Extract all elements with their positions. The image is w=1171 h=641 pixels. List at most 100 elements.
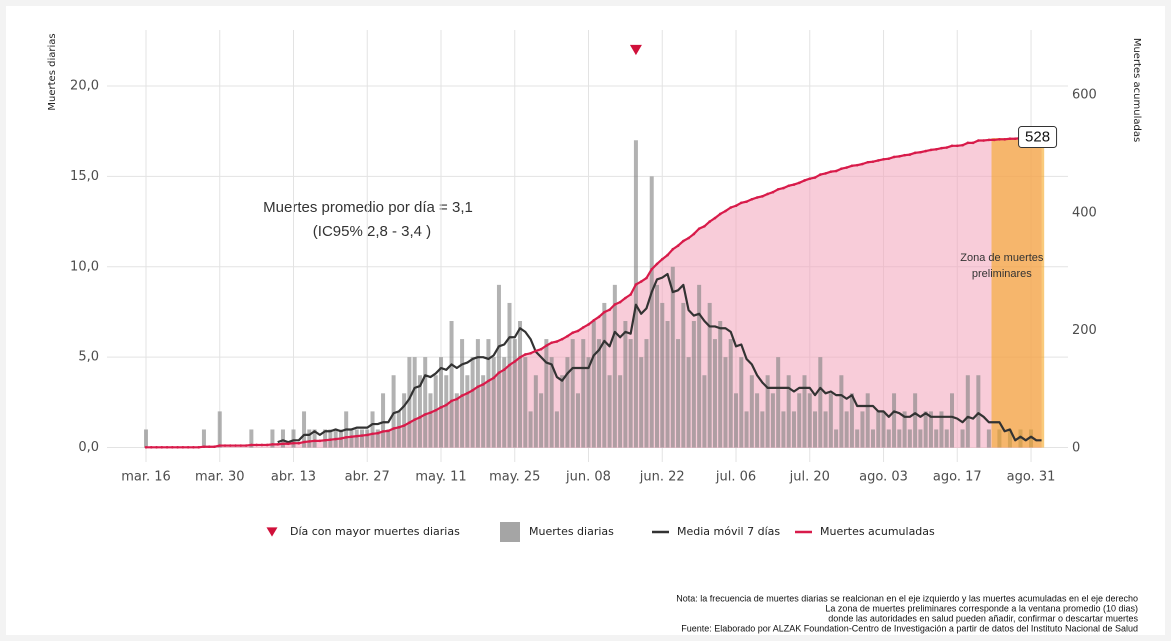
point (260, 443, 264, 447)
point (497, 371, 501, 374)
point (476, 385, 480, 389)
x-tick-label: jun. 22 (639, 470, 685, 485)
x-tick-label: ago. 17 (933, 470, 982, 485)
point (387, 429, 390, 433)
bar (612, 284, 617, 448)
point (861, 162, 864, 166)
point (534, 349, 538, 353)
point (813, 176, 817, 179)
bar (944, 429, 949, 448)
bar (565, 357, 570, 448)
bar (365, 429, 370, 448)
point (397, 426, 401, 429)
point (776, 187, 780, 191)
point (502, 368, 506, 372)
bar (597, 339, 602, 448)
bar (307, 429, 312, 448)
point (645, 276, 648, 280)
bar (528, 411, 533, 448)
bar (575, 393, 580, 448)
bar (539, 393, 544, 448)
point (286, 442, 290, 446)
bar (460, 339, 465, 448)
point (197, 446, 200, 449)
point (308, 440, 311, 443)
point (408, 421, 411, 424)
bar (928, 411, 933, 448)
point (292, 441, 295, 445)
bar (860, 411, 865, 448)
point (892, 155, 896, 159)
point (381, 430, 385, 433)
point (845, 166, 848, 169)
point (787, 184, 790, 188)
bar (475, 339, 480, 448)
point (992, 138, 996, 142)
point (365, 433, 369, 437)
zone-label: Zona de muertes (960, 252, 1044, 264)
bar (560, 375, 565, 448)
point (603, 310, 606, 314)
bar (512, 339, 517, 448)
point (344, 436, 348, 439)
line (277, 272, 1042, 444)
point (429, 411, 432, 414)
point (402, 424, 406, 427)
point (371, 432, 374, 436)
point (339, 437, 343, 440)
bar (375, 429, 380, 448)
point (529, 351, 532, 355)
point (987, 138, 991, 142)
bar (965, 375, 970, 448)
point (871, 160, 875, 163)
bar (417, 375, 422, 448)
annotation: Muertes promedio por día = 3,1 (263, 199, 473, 216)
point (940, 146, 943, 150)
bar (507, 302, 512, 448)
x-tick-label: jun. 08 (565, 470, 611, 485)
point (523, 353, 527, 356)
point (466, 391, 469, 395)
note: Nota: la frecuencia de muertes diarias s… (676, 593, 1138, 603)
bar (144, 429, 148, 448)
bar (217, 411, 222, 448)
bar (865, 393, 870, 448)
bar (881, 411, 886, 448)
y2-axis-title: Muertes acumuladas (1131, 38, 1142, 142)
bar (939, 411, 944, 448)
point (550, 341, 553, 344)
point (971, 141, 975, 145)
point (655, 262, 659, 266)
point (355, 434, 359, 438)
bar (359, 429, 364, 448)
bar (639, 357, 644, 448)
bar (570, 339, 575, 448)
bar (670, 266, 675, 448)
bar (665, 321, 670, 448)
point (271, 443, 274, 446)
point (313, 439, 316, 443)
point (413, 418, 416, 421)
legend-label: Muertes acumuladas (820, 525, 935, 538)
note: donde las autoridades en salud pueden añ… (828, 613, 1138, 623)
point (1008, 137, 1012, 141)
bar (918, 429, 923, 448)
legend-label: Día con mayor muertes diarias (290, 525, 460, 538)
bar (470, 357, 475, 448)
x-tick-label: may. 25 (489, 470, 540, 485)
bar (755, 393, 760, 448)
point (660, 257, 664, 261)
bar (649, 176, 654, 448)
point (887, 157, 891, 161)
point (755, 196, 759, 199)
point (160, 446, 164, 449)
bar (886, 429, 891, 448)
point (149, 446, 153, 449)
bar (686, 357, 691, 448)
point (639, 280, 643, 283)
preliminary-zone (991, 138, 1045, 448)
bar (370, 411, 375, 448)
bar (602, 302, 607, 448)
point (265, 443, 269, 447)
